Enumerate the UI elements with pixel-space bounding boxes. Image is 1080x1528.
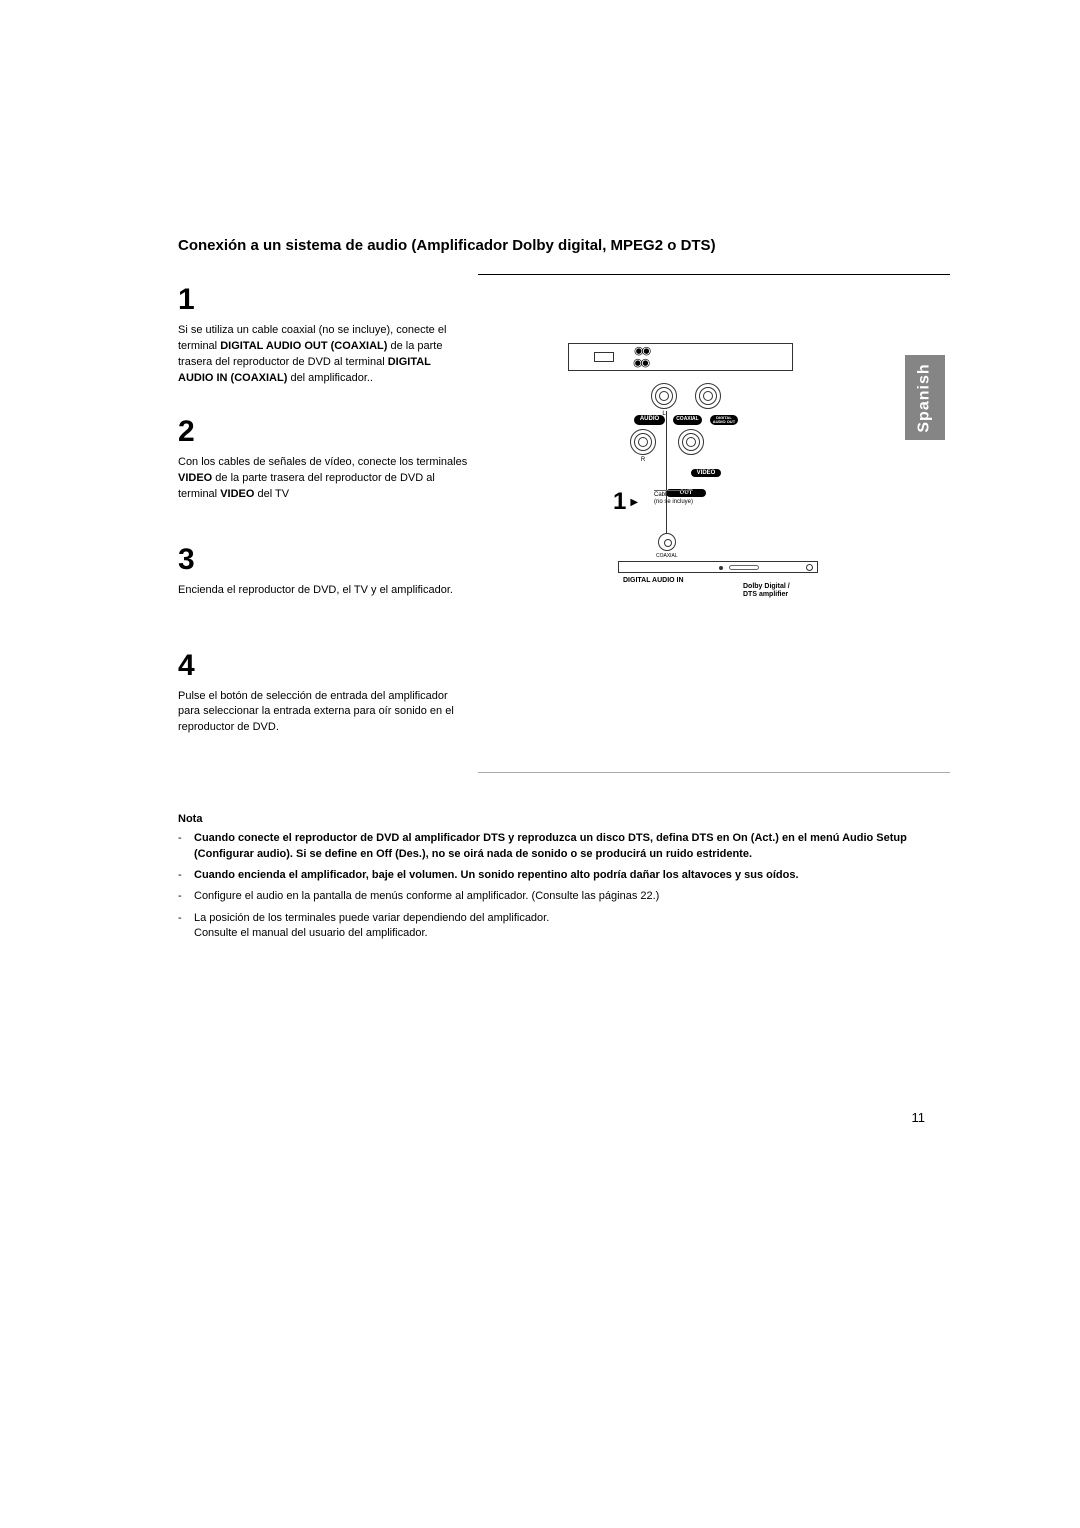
audio-l-port (651, 383, 677, 409)
step-text: Encienda el reproductor de DVD, el TV y … (178, 583, 468, 599)
page: Conexión a un sistema de audio (Amplific… (0, 0, 1080, 942)
note-item: -La posición de los terminales puede var… (178, 911, 945, 942)
content-row: 1 Si se utiliza un cable coaxial (no se … (178, 283, 945, 764)
step-number: 2 (178, 415, 468, 449)
amp-dot-icon (719, 566, 723, 570)
diagram-step-marker: 1 ▶ (613, 488, 638, 516)
coaxial-jack (658, 533, 676, 551)
amplifier-label: Dolby Digital / DTS amplifier (743, 583, 790, 598)
coaxial-label: COAXIAL (673, 415, 702, 425)
amp-display-icon (729, 565, 759, 570)
step-2: 2 Con los cables de señales de vídeo, co… (178, 415, 468, 503)
note-item: -Cuando encienda el amplificador, baje e… (178, 868, 945, 883)
divider (478, 772, 950, 773)
dvd-back-panel: ◉◉ (568, 343, 793, 371)
digital-audio-out-label: DIGITALAUDIO OUT (710, 415, 738, 425)
notes-list: -Cuando conecte el reproductor de DVD al… (178, 831, 945, 941)
step-text: Si se utiliza un cable coaxial (no se in… (178, 323, 468, 387)
video-port (678, 429, 704, 455)
step-4: 4 Pulse el botón de selección de entrada… (178, 649, 468, 737)
note-item: -Cuando conecte el reproductor de DVD al… (178, 831, 945, 862)
section-title: Conexión a un sistema de audio (Amplific… (178, 235, 945, 256)
step-number: 3 (178, 543, 468, 577)
cable-line (666, 411, 667, 536)
step-3: 3 Encienda el reproductor de DVD, el TV … (178, 543, 468, 599)
arrow-icon: ▶ (630, 497, 638, 508)
note-item: -Configure el audio en la pantalla de me… (178, 889, 945, 904)
amplifier-box (618, 561, 818, 573)
marker-number: 1 (613, 488, 626, 516)
amp-knob-icon (806, 564, 813, 571)
steps-column: 1 Si se utiliza un cable coaxial (no se … (178, 283, 468, 764)
connection-diagram: ◉◉ L AUDIO COAXIAL (558, 343, 868, 663)
step-text: Con los cables de señales de vídeo, cone… (178, 455, 468, 503)
step-number: 4 (178, 649, 468, 683)
divider (478, 274, 950, 275)
port-icon: ◉◉ (633, 358, 648, 368)
audio-r-port (630, 429, 656, 455)
notes-title: Nota (178, 813, 945, 825)
audio-label: AUDIO (634, 415, 665, 425)
diagram-column: ◉◉ L AUDIO COAXIAL (498, 283, 928, 764)
port-label-r: R (641, 457, 645, 463)
coaxial-port (695, 383, 721, 409)
notes-section: Nota -Cuando conecte el reproductor de D… (178, 813, 945, 941)
step-1: 1 Si se utiliza un cable coaxial (no se … (178, 283, 468, 387)
digital-audio-in-label: DIGITAL AUDIO IN (623, 577, 684, 584)
page-number: 11 (912, 1110, 926, 1125)
step-number: 1 (178, 283, 468, 317)
cable-note: Cable coaxial (no se incluye) (654, 490, 693, 505)
coaxial-small-label: COAXIAL (656, 553, 678, 559)
video-label: VIDEO (691, 469, 722, 477)
language-tab: Spanish (905, 355, 945, 440)
step-text: Pulse el botón de selección de entrada d… (178, 689, 468, 737)
ports-block: L AUDIO COAXIAL DIGITALAUDIO OUT (616, 383, 756, 499)
